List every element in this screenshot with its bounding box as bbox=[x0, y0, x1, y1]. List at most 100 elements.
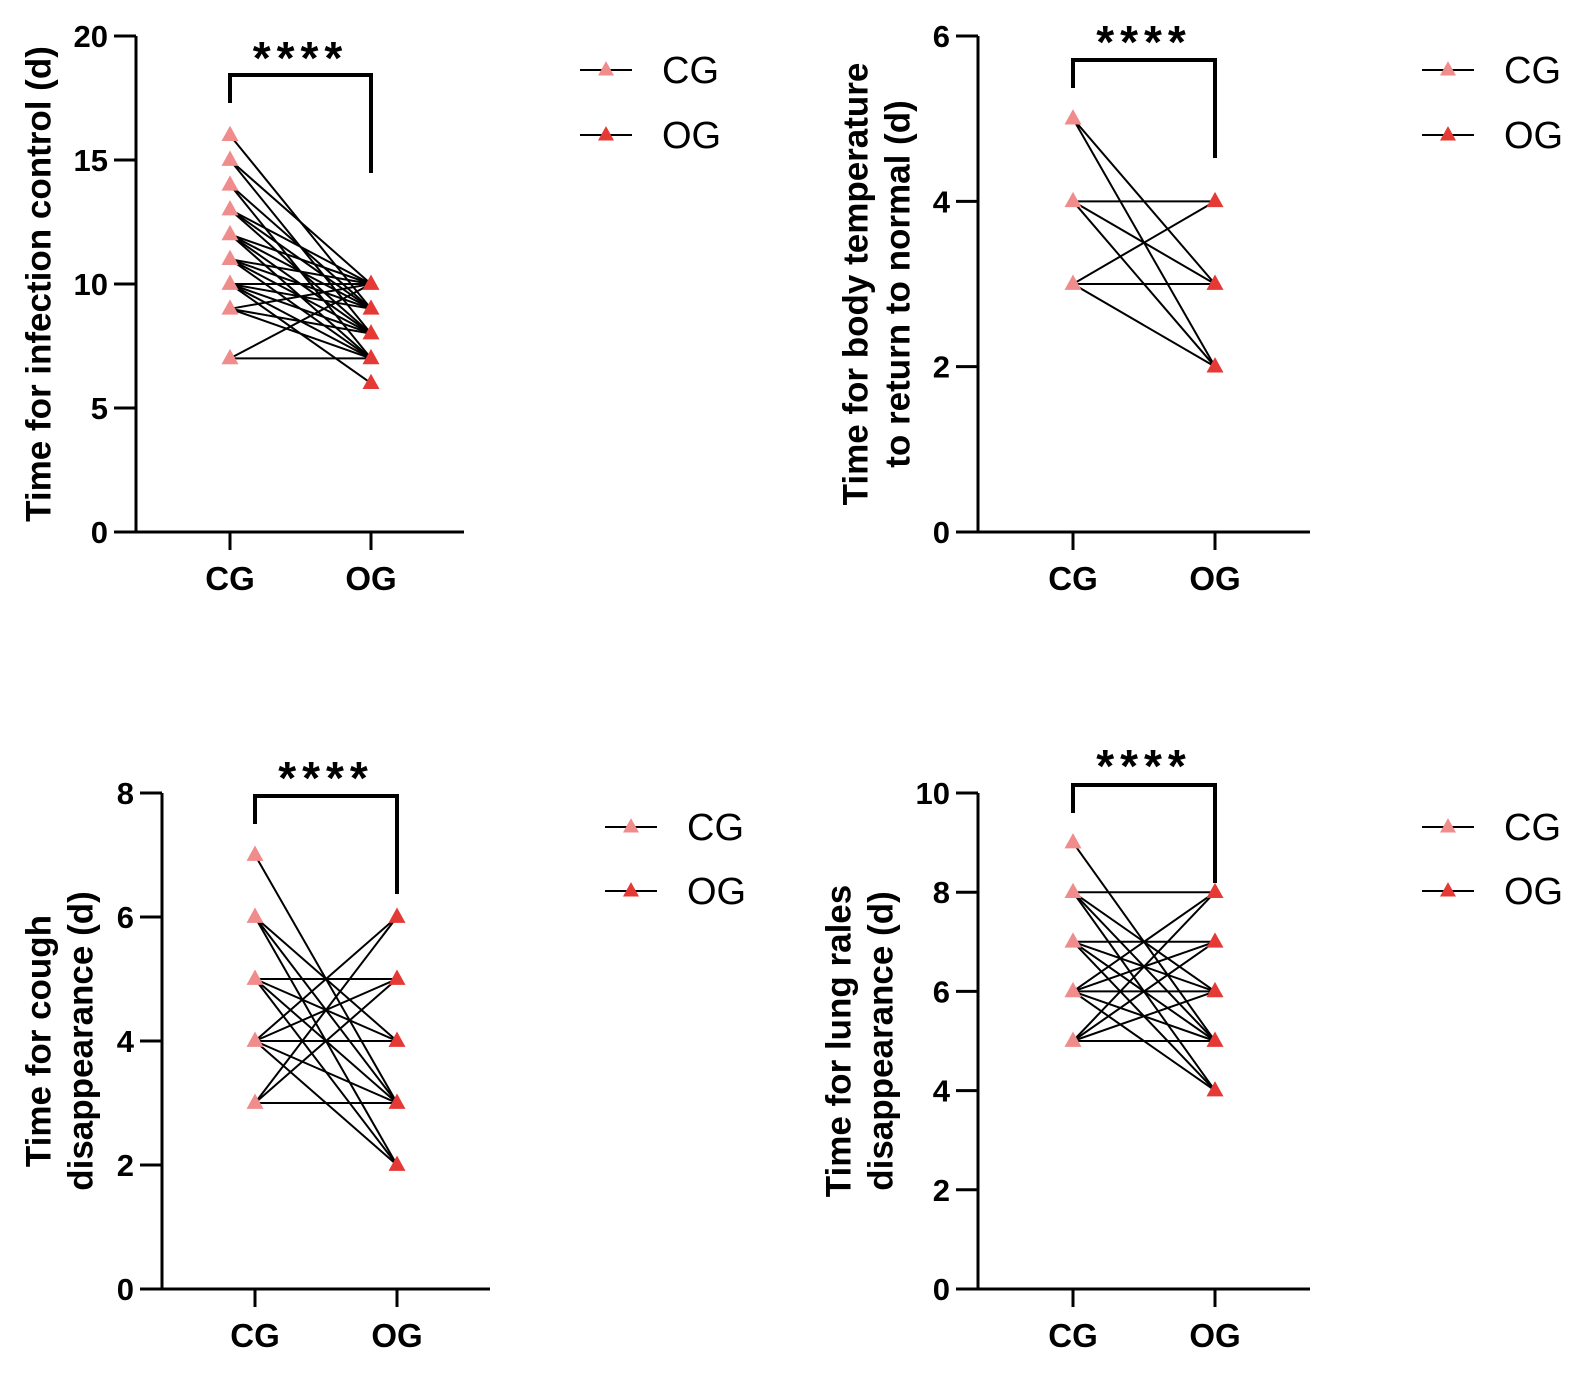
significance-bracket bbox=[1071, 783, 1217, 883]
y-tick-label: 4 bbox=[933, 184, 951, 219]
legend-label: OG bbox=[687, 871, 746, 913]
y-tick-label: 4 bbox=[117, 1024, 135, 1059]
pair-line bbox=[1072, 891, 1216, 993]
y-tick-label: 6 bbox=[933, 974, 950, 1009]
legend-marker bbox=[1440, 882, 1456, 897]
legend-item-cg: CG bbox=[1422, 807, 1561, 849]
legend-marker bbox=[1440, 818, 1456, 833]
y-tick-label: 2 bbox=[933, 1173, 950, 1208]
pair-line bbox=[254, 978, 398, 1104]
pair-line bbox=[229, 258, 372, 285]
y-tick-label: 6 bbox=[117, 900, 134, 935]
significance-label: **** bbox=[253, 32, 349, 84]
cg-point bbox=[221, 150, 239, 166]
significance-bracket bbox=[228, 73, 373, 173]
x-tick-label: OG bbox=[371, 1317, 422, 1354]
y-axis-label: Time for cough bbox=[19, 915, 58, 1167]
y-tick-label: 0 bbox=[117, 1272, 134, 1307]
og-point bbox=[388, 907, 406, 923]
legend-item-og: OG bbox=[580, 115, 721, 157]
og-point bbox=[362, 348, 380, 365]
pair-line bbox=[254, 1040, 398, 1104]
og-point bbox=[362, 299, 380, 315]
y-tick-label: 15 bbox=[74, 143, 108, 178]
legend-item-cg: CG bbox=[605, 807, 744, 849]
y-axis-label: disappearance (d) bbox=[61, 891, 100, 1191]
x-tick-label: CG bbox=[1048, 1317, 1098, 1354]
x-tick-label: OG bbox=[1189, 1317, 1240, 1354]
cg-point bbox=[1064, 981, 1082, 998]
legend-marker bbox=[598, 61, 614, 76]
cg-point bbox=[246, 907, 264, 923]
pair-line bbox=[229, 283, 372, 335]
legend-marker bbox=[623, 882, 639, 897]
cg-point bbox=[1064, 191, 1082, 208]
cg-point bbox=[1064, 1031, 1082, 1047]
cg-point bbox=[221, 299, 239, 315]
significance-label: **** bbox=[1096, 740, 1192, 792]
legend-label: CG bbox=[1504, 807, 1561, 849]
y-tick-label: 5 bbox=[91, 391, 108, 426]
y-tick-label: 2 bbox=[117, 1148, 134, 1183]
y-tick-label: 4 bbox=[933, 1074, 951, 1109]
pair-line bbox=[254, 916, 398, 1104]
cg-point bbox=[246, 1031, 264, 1047]
legend: CG OG bbox=[1422, 807, 1563, 913]
og-point bbox=[388, 1093, 406, 1109]
panel-4: 0 2 4 6 8 10 CG OG Time for lung rales disappeara… bbox=[819, 740, 1563, 1354]
og-point bbox=[388, 969, 406, 985]
og-point bbox=[1206, 1031, 1224, 1047]
legend-item-og: OG bbox=[1422, 871, 1563, 913]
cg-point bbox=[221, 348, 239, 365]
og-point bbox=[1206, 191, 1224, 208]
y-tick-label: 0 bbox=[933, 515, 950, 550]
cg-point bbox=[221, 175, 239, 191]
x-tick-label: CG bbox=[230, 1317, 280, 1354]
legend-label: CG bbox=[662, 50, 719, 92]
cg-point bbox=[1064, 882, 1082, 899]
pair-line bbox=[1072, 990, 1216, 1042]
cg-point bbox=[246, 845, 264, 861]
legend: CG OG bbox=[580, 50, 721, 157]
cg-point bbox=[221, 249, 239, 266]
y-tick-label: 8 bbox=[933, 875, 950, 910]
y-axis-label: Time for infection control (d) bbox=[19, 46, 58, 522]
legend-marker bbox=[1440, 61, 1456, 76]
cg-point bbox=[1064, 109, 1082, 125]
significance-bracket bbox=[253, 794, 399, 894]
legend-item-og: OG bbox=[1422, 115, 1563, 157]
og-point bbox=[1206, 274, 1224, 290]
pair-line bbox=[229, 233, 372, 285]
significance-bracket bbox=[1071, 58, 1217, 158]
og-point bbox=[388, 1031, 406, 1047]
y-tick-label: 10 bbox=[74, 267, 108, 302]
og-point bbox=[1206, 932, 1224, 948]
legend: CG OG bbox=[1422, 50, 1563, 157]
cg-point bbox=[221, 224, 239, 241]
y-tick-label: 6 bbox=[933, 19, 950, 54]
og-point bbox=[362, 373, 380, 390]
panel-3: 0 2 4 6 8 CG OG Time for cough disappearance (d)… bbox=[19, 752, 746, 1354]
significance-label: **** bbox=[278, 752, 374, 804]
legend-label: OG bbox=[1504, 871, 1563, 913]
cg-point bbox=[246, 1093, 264, 1109]
y-axis-label: disappearance (d) bbox=[861, 891, 900, 1191]
cg-point bbox=[1064, 274, 1082, 290]
x-tick-label: CG bbox=[205, 560, 255, 597]
cg-point bbox=[221, 200, 239, 216]
legend-item-og: OG bbox=[605, 871, 746, 913]
legend-label: CG bbox=[687, 807, 744, 849]
y-tick-label: 0 bbox=[91, 515, 108, 550]
y-tick-label: 10 bbox=[916, 776, 950, 811]
significance-label: **** bbox=[1096, 16, 1192, 68]
x-tick-label: OG bbox=[1189, 560, 1240, 597]
og-point bbox=[1206, 357, 1224, 373]
pair-line bbox=[229, 159, 372, 285]
pair-line bbox=[254, 916, 398, 1042]
legend: CG OG bbox=[605, 807, 746, 913]
og-point bbox=[362, 324, 380, 340]
x-tick-label: CG bbox=[1048, 560, 1098, 597]
pair-line bbox=[229, 283, 372, 360]
pair-line bbox=[1072, 940, 1216, 1042]
cg-point bbox=[1064, 833, 1082, 849]
